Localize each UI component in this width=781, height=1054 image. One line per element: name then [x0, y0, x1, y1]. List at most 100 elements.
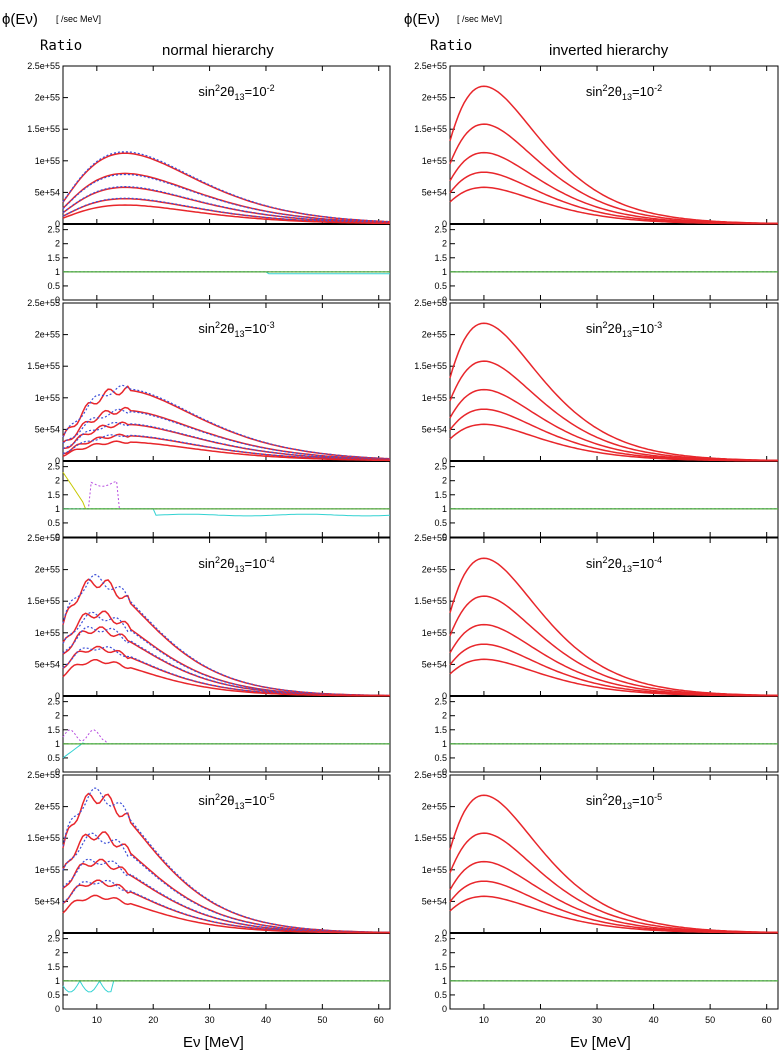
mixing-angle-label-part: sin — [198, 84, 215, 99]
mixing-angle-label: sin22θ13=10-2 — [198, 83, 274, 102]
flux-curve — [449, 322, 779, 462]
flux-y-tick-label: 1.5e+55 — [414, 361, 447, 371]
flux-y-tick-label: 5e+54 — [35, 424, 60, 434]
flux-curve — [449, 360, 778, 462]
mixing-angle-label-part: =10 — [632, 84, 654, 99]
ratio-curve — [62, 980, 390, 993]
x-tick-label: 30 — [205, 1015, 215, 1025]
flux-y-tick-label: 2e+55 — [422, 565, 447, 575]
flux-curve — [449, 171, 779, 225]
ratio-y-tick-label: 0.5 — [47, 990, 60, 1000]
mixing-angle-label-part: 2 — [215, 555, 220, 565]
flux-y-tick-label: 5e+54 — [35, 659, 60, 669]
x-axis-label-normal: Eν [MeV] — [183, 1034, 244, 1051]
flux-curve — [62, 152, 391, 223]
ratio-curve — [62, 472, 390, 510]
ratio-y-tick-label: 1.5 — [434, 725, 447, 735]
flux-curve-dotted — [62, 384, 391, 460]
flux-curve — [62, 879, 390, 934]
flux-curve — [449, 85, 779, 225]
ratio-y-tick-label: 0.5 — [47, 753, 60, 763]
flux-y-tick-label: 0 — [55, 928, 60, 938]
ratio-y-tick-label: 1.5 — [47, 253, 60, 263]
x-tick-label: 60 — [762, 1015, 772, 1025]
column-title-inverted: inverted hierarchy — [549, 42, 669, 59]
x-tick-label: 20 — [535, 1015, 545, 1025]
ratio-y-tick-label: 2.5 — [434, 934, 447, 944]
flux-y-tick-label: 2.5e+55 — [27, 61, 60, 71]
ratio-y-tick-label: 0 — [442, 532, 447, 542]
mixing-angle-label-part: -5 — [654, 792, 662, 802]
ratio-y-tick-label: 0 — [55, 1004, 60, 1014]
mixing-angle-label-part: -2 — [267, 83, 275, 93]
flux-y-tick-label: 2.5e+55 — [27, 770, 60, 780]
ratio-y-tick-label: 2.5 — [434, 462, 447, 472]
flux-curve — [449, 186, 778, 225]
flux-curve — [449, 123, 778, 225]
ratio-y-tick-label: 2.5 — [434, 697, 447, 707]
ratio-panel-frame — [449, 695, 779, 773]
flux-y-tick-label: 2e+55 — [35, 330, 60, 340]
ratio-panel-frame — [62, 223, 391, 301]
flux-y-tick-label: 0 — [442, 691, 447, 701]
ratio-y-tick-label: 1 — [442, 739, 447, 749]
flux-curve-dotted — [62, 787, 391, 933]
mixing-angle-label-part: -5 — [267, 792, 275, 802]
ratio-y-tick-label: 1.5 — [434, 962, 447, 972]
ratio-y-tick-label: 0.5 — [434, 518, 447, 528]
flux-curve — [449, 388, 778, 462]
ratio-panel-frame — [449, 460, 779, 538]
ratio-y-tick-label: 0.5 — [434, 753, 447, 763]
flux-y-tick-label: 5e+54 — [422, 896, 447, 906]
flux-y-tick-label: 0 — [55, 219, 60, 229]
mixing-angle-label-part: =10 — [632, 556, 654, 571]
mixing-angle-label-part: -2 — [654, 83, 662, 93]
flux-curve — [62, 421, 391, 461]
flux-curve — [449, 595, 778, 697]
mixing-angle-label-part: 2θ — [608, 793, 622, 808]
ratio-panel-frame — [62, 460, 391, 538]
mixing-angle-label: sin22θ13=10-2 — [586, 83, 662, 102]
mixing-angle-label-part: 13 — [622, 801, 632, 811]
flux-y-tick-label: 2.5e+55 — [414, 298, 447, 308]
ratio-label-left: Ratio — [40, 38, 82, 54]
flux-y-tick-label: 1.5e+55 — [27, 833, 60, 843]
flux-y-tick-label: 1e+55 — [422, 156, 447, 166]
flux-y-tick-label: 0 — [55, 691, 60, 701]
x-tick-label: 50 — [317, 1015, 327, 1025]
flux-curve — [449, 423, 778, 462]
ratio-y-tick-label: 2.5 — [47, 462, 60, 472]
flux-curve-dotted — [62, 434, 391, 461]
flux-y-tick-label: 1e+55 — [35, 393, 60, 403]
mixing-angle-label-part: 2θ — [608, 84, 622, 99]
x-tick-label: 10 — [92, 1015, 102, 1025]
mixing-angle-label-part: -3 — [267, 320, 275, 330]
ratio-y-tick-label: 0 — [55, 295, 60, 305]
flux-curve — [62, 440, 390, 462]
x-tick-label: 40 — [649, 1015, 659, 1025]
x-tick-label: 20 — [148, 1015, 158, 1025]
flux-y-tick-label: 2.5e+55 — [414, 533, 447, 543]
mixing-angle-label-part: 2θ — [608, 321, 622, 336]
ratio-y-tick-label: 0.5 — [47, 281, 60, 291]
flux-y-tick-label: 5e+54 — [422, 187, 447, 197]
mixing-angle-label-part: 13 — [622, 564, 632, 574]
flux-curve — [62, 792, 391, 934]
flux-curve-dotted — [62, 626, 390, 697]
column-title-normal: normal hierarchy — [162, 42, 274, 59]
ratio-y-tick-label: 2 — [55, 711, 60, 721]
ratio-curve — [62, 729, 390, 745]
flux-curve — [62, 858, 390, 934]
flux-curve — [62, 831, 391, 934]
flux-curve-dotted — [62, 185, 391, 224]
flux-curve — [62, 578, 390, 697]
flux-y-tick-label: 1.5e+55 — [414, 596, 447, 606]
ratio-y-tick-label: 2 — [442, 948, 447, 958]
flux-y-tick-label: 1e+55 — [422, 628, 447, 638]
flux-y-tick-label: 2e+55 — [35, 93, 60, 103]
ratio-y-tick-label: 2 — [442, 711, 447, 721]
mixing-angle-label-part: sin — [586, 321, 603, 336]
mixing-angle-label-part: 2 — [215, 83, 220, 93]
phi-ylabel-right: ϕ(Eν) — [404, 11, 440, 28]
flux-y-tick-label: 2e+55 — [422, 802, 447, 812]
